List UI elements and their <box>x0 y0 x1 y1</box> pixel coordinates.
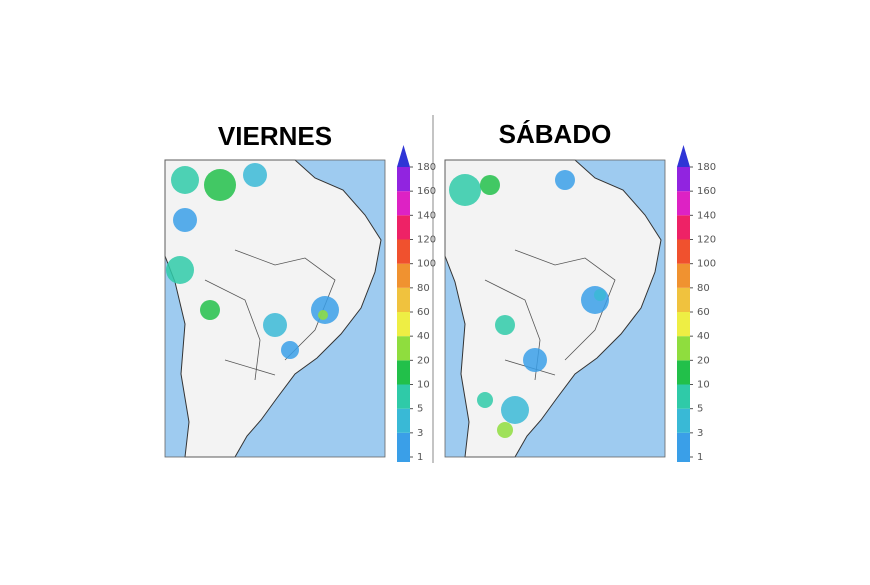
precip-area <box>497 422 513 438</box>
precip-area <box>523 348 547 372</box>
precip-area <box>281 341 299 359</box>
colorbar-label: 10 <box>417 380 430 391</box>
colorbar-label: 10 <box>697 380 710 391</box>
colorbar-label: 1 <box>417 452 423 463</box>
colorbar-label: 120 <box>417 235 436 246</box>
colorbar-label: 160 <box>697 186 716 197</box>
colorbar-band <box>677 312 690 337</box>
colorbar-band <box>397 263 410 288</box>
colorbar-label: 40 <box>697 331 710 342</box>
precip-area <box>200 300 220 320</box>
panel-title: SÁBADO <box>499 119 612 149</box>
colorbar-label: 180 <box>697 162 716 173</box>
border <box>204 249 336 381</box>
precip-area <box>318 310 328 320</box>
colorbar-band <box>677 432 690 457</box>
colorbar-band <box>397 408 410 433</box>
precip-area <box>495 315 515 335</box>
colorbar-label: 80 <box>417 283 430 294</box>
colorbar-label: 140 <box>417 210 436 221</box>
colorbar-band <box>397 312 410 337</box>
colorbar-label: 20 <box>697 355 710 366</box>
precip-area <box>555 170 575 190</box>
colorbar-band <box>397 239 410 264</box>
colorbar-band <box>677 336 690 361</box>
land <box>164 159 382 458</box>
colorbar-label: 60 <box>417 307 430 318</box>
colorbar-over <box>397 145 410 167</box>
colorbar-label: 80 <box>697 283 710 294</box>
precip-area <box>594 289 606 301</box>
map-frame <box>164 159 386 458</box>
colorbar-band <box>397 215 410 240</box>
colorbar-label: 5 <box>697 404 703 415</box>
colorbar-label: 20 <box>417 355 430 366</box>
colorbar-label: 180 <box>417 162 436 173</box>
colorbar-band <box>677 167 690 192</box>
precip-area <box>204 169 236 201</box>
colorbar-label: 160 <box>417 186 436 197</box>
precip-area <box>581 286 609 314</box>
colorbar-band <box>397 432 410 457</box>
colorbar-band <box>677 239 690 264</box>
colorbar-band <box>677 384 690 409</box>
precip-area <box>166 256 194 284</box>
colorbar-band <box>397 167 410 192</box>
colorbar-label: 120 <box>697 235 716 246</box>
precip-area <box>243 163 267 187</box>
colorbar-label: 3 <box>697 428 703 439</box>
panel-title: VIERNES <box>218 121 332 151</box>
precip-area <box>171 166 199 194</box>
colorbar-label: 5 <box>417 404 423 415</box>
colorbar-label: 100 <box>417 259 436 270</box>
precip-area <box>480 175 500 195</box>
precip-area <box>477 392 493 408</box>
colorbar-over <box>677 145 690 167</box>
colorbar-label: 40 <box>417 331 430 342</box>
map <box>164 159 386 458</box>
precip-area <box>173 208 197 232</box>
precip-area <box>263 313 287 337</box>
colorbar-band <box>677 408 690 433</box>
colorbar-band <box>677 191 690 216</box>
colorbar-band <box>677 287 690 312</box>
colorbar-label: 60 <box>697 307 710 318</box>
colorbar-low <box>677 457 690 462</box>
colorbar-band <box>397 191 410 216</box>
precip-area <box>449 174 481 206</box>
map-frame <box>444 159 666 458</box>
colorbar-band <box>397 287 410 312</box>
colorbar-low <box>397 457 410 462</box>
colorbar-band <box>397 336 410 361</box>
colorbar-label: 140 <box>697 210 716 221</box>
map <box>444 159 666 458</box>
precip-area <box>501 396 529 424</box>
colorbar-band <box>677 360 690 385</box>
land <box>444 159 662 458</box>
colorbar-label: 100 <box>697 259 716 270</box>
colorbar-label: 1 <box>697 452 703 463</box>
colorbar-band <box>677 263 690 288</box>
colorbar-label: 3 <box>417 428 423 439</box>
colorbar-band <box>397 384 410 409</box>
colorbar-band <box>677 215 690 240</box>
colorbar-band <box>397 360 410 385</box>
precip-area <box>311 296 339 324</box>
